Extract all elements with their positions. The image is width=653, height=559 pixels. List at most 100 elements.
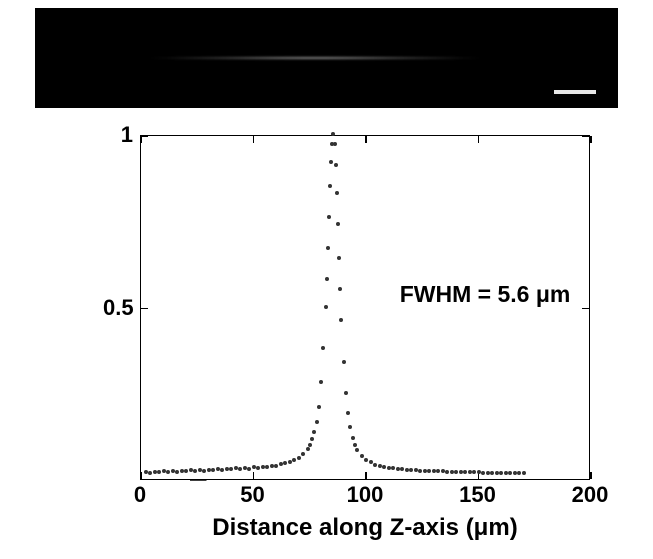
- data-point: [468, 470, 472, 474]
- data-point: [225, 467, 229, 471]
- data-point: [261, 465, 265, 469]
- data-point: [517, 471, 521, 475]
- data-point: [238, 467, 242, 471]
- data-point: [157, 470, 161, 474]
- data-point: [338, 287, 342, 291]
- data-point: [306, 447, 310, 451]
- data-point: [171, 469, 175, 473]
- data-point: [327, 215, 331, 219]
- x-tick-label: 50: [240, 482, 264, 508]
- data-point: [353, 443, 357, 447]
- data-point: [220, 468, 224, 472]
- data-point: [144, 470, 148, 474]
- x-tick-label: 100: [347, 482, 384, 508]
- data-point: [472, 470, 476, 474]
- data-point: [189, 468, 193, 472]
- data-point: [495, 471, 499, 475]
- data-point: [247, 467, 251, 471]
- data-point: [274, 464, 278, 468]
- x-axis-label: Distance along Z-axis (μm): [140, 514, 590, 542]
- data-point: [283, 461, 287, 465]
- y-tick-mark: [582, 135, 589, 137]
- data-point: [333, 142, 337, 146]
- data-point: [175, 470, 179, 474]
- data-point: [334, 163, 338, 167]
- data-point: [409, 468, 413, 472]
- data-point: [396, 467, 400, 471]
- data-point: [202, 469, 206, 473]
- data-point: [319, 380, 323, 384]
- y-tick-mark: [141, 308, 148, 310]
- data-point: [270, 464, 274, 468]
- data-point: [339, 318, 343, 322]
- data-point: [153, 470, 157, 474]
- data-point: [418, 469, 422, 473]
- data-point: [499, 471, 503, 475]
- data-point: [351, 436, 355, 440]
- data-point: [331, 132, 335, 136]
- x-tick-label: 200: [572, 482, 609, 508]
- data-point: [463, 470, 467, 474]
- data-point: [328, 184, 332, 188]
- data-point: [211, 468, 215, 472]
- data-point: [297, 456, 301, 460]
- data-point: [382, 465, 386, 469]
- data-point: [508, 471, 512, 475]
- data-point: [329, 160, 333, 164]
- y-tick-label: 0.5: [103, 295, 133, 321]
- data-point: [193, 469, 197, 473]
- data-point: [342, 360, 346, 364]
- data-point: [346, 411, 350, 415]
- plot-area: FWHM = 5.6 μm: [140, 135, 590, 480]
- data-point: [265, 465, 269, 469]
- data-point: [317, 405, 321, 409]
- data-point: [400, 467, 404, 471]
- data-point: [162, 469, 166, 473]
- data-point: [387, 466, 391, 470]
- data-point: [486, 471, 490, 475]
- x-tick-label: 150: [459, 482, 496, 508]
- data-point: [490, 471, 494, 475]
- data-point: [436, 469, 440, 473]
- data-point: [216, 467, 220, 471]
- data-point: [292, 458, 296, 462]
- data-point: [504, 471, 508, 475]
- data-point: [441, 469, 445, 473]
- data-point: [405, 468, 409, 472]
- data-point: [373, 463, 377, 467]
- data-point: [335, 191, 339, 195]
- data-point: [288, 460, 292, 464]
- data-point: [513, 471, 517, 475]
- data-point: [391, 466, 395, 470]
- data-point: [459, 470, 463, 474]
- data-point: [198, 468, 202, 472]
- data-point: [326, 246, 330, 250]
- light-sheet-image: [35, 8, 618, 108]
- data-point: [348, 425, 352, 429]
- data-point: [432, 469, 436, 473]
- data-point: [308, 443, 312, 447]
- x-tick-label: 0: [134, 482, 146, 508]
- data-point: [256, 466, 260, 470]
- x-tick-mark: [365, 472, 367, 479]
- data-point: [369, 460, 373, 464]
- data-point: [336, 222, 340, 226]
- y-tick-mark: [141, 135, 148, 137]
- x-tick-mark: [253, 472, 255, 479]
- data-point: [355, 448, 359, 452]
- data-point: [324, 305, 328, 309]
- data-point: [344, 391, 348, 395]
- data-point: [315, 420, 319, 424]
- data-point: [279, 462, 283, 466]
- data-point: [522, 471, 526, 475]
- x-tick-mark: [140, 472, 142, 479]
- data-point: [180, 469, 184, 473]
- data-point: [310, 437, 314, 441]
- data-point: [234, 466, 238, 470]
- data-point: [321, 346, 325, 350]
- data-point: [427, 469, 431, 473]
- x-tick-mark: [365, 136, 367, 143]
- fwhm-annotation: FWHM = 5.6 μm: [400, 281, 571, 308]
- x-tick-mark: [140, 136, 142, 143]
- data-point: [166, 470, 170, 474]
